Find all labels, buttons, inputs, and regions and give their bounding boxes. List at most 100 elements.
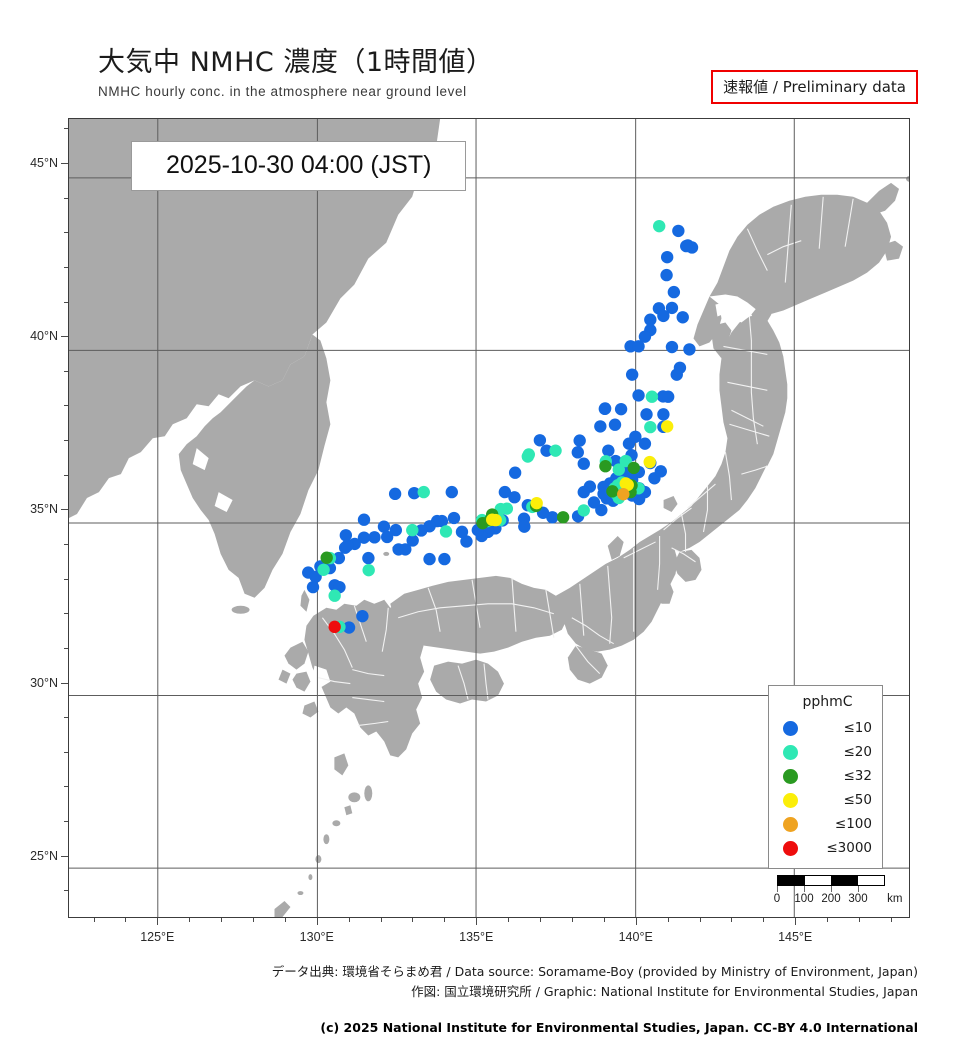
observation-point[interactable] <box>571 446 584 459</box>
observation-point[interactable] <box>508 491 521 504</box>
observation-point[interactable] <box>595 503 608 517</box>
observation-point[interactable] <box>423 552 436 566</box>
observation-point[interactable] <box>638 330 652 343</box>
legend-label: ≤20 <box>843 744 873 760</box>
observation-point[interactable] <box>577 485 590 499</box>
observation-point[interactable] <box>328 589 341 602</box>
observation-point[interactable] <box>665 301 679 315</box>
observation-point[interactable] <box>660 250 674 264</box>
observation-point[interactable] <box>672 224 685 238</box>
observation-point[interactable] <box>643 455 656 469</box>
observation-point[interactable] <box>476 517 489 530</box>
observation-point[interactable] <box>332 551 346 565</box>
observation-point[interactable] <box>377 520 391 533</box>
observation-point[interactable] <box>619 454 632 468</box>
observation-point[interactable] <box>556 511 570 524</box>
observation-point[interactable] <box>518 520 531 533</box>
observation-point[interactable] <box>399 543 412 556</box>
observation-point[interactable] <box>644 313 657 326</box>
observation-point[interactable] <box>632 340 645 353</box>
observation-point[interactable] <box>489 513 502 527</box>
observation-point[interactable] <box>549 444 562 457</box>
observation-point[interactable] <box>665 340 679 354</box>
observation-point[interactable] <box>587 496 601 509</box>
observation-point[interactable] <box>657 309 670 323</box>
observation-point[interactable] <box>612 463 625 476</box>
observation-point[interactable] <box>356 609 369 623</box>
observation-point[interactable] <box>530 496 543 510</box>
observation-point[interactable] <box>438 552 451 566</box>
observation-point[interactable] <box>362 551 375 565</box>
observation-point[interactable] <box>638 437 652 450</box>
observation-point[interactable] <box>362 563 375 577</box>
observation-point[interactable] <box>577 457 590 470</box>
observation-point[interactable] <box>533 434 547 447</box>
observation-point[interactable] <box>406 534 419 547</box>
observation-point[interactable] <box>320 551 333 564</box>
x-axis-tick <box>635 918 637 925</box>
observation-point[interactable] <box>654 465 667 478</box>
observation-point[interactable] <box>644 420 657 434</box>
observation-point[interactable] <box>406 523 419 537</box>
observation-point[interactable] <box>455 525 469 539</box>
observation-point[interactable] <box>357 531 371 544</box>
observation-point[interactable] <box>357 513 371 526</box>
observation-point[interactable] <box>380 530 394 544</box>
observation-point[interactable] <box>577 504 590 517</box>
observation-point[interactable] <box>661 390 675 403</box>
observation-point[interactable] <box>676 311 689 324</box>
observation-point[interactable] <box>602 444 615 457</box>
observation-point[interactable] <box>629 430 642 443</box>
observation-point[interactable] <box>606 485 619 498</box>
observation-point[interactable] <box>460 535 473 548</box>
observation-point[interactable] <box>445 485 458 499</box>
observation-point[interactable] <box>306 580 320 594</box>
observation-point[interactable] <box>653 219 666 233</box>
observation-point[interactable] <box>415 524 428 537</box>
observation-point[interactable] <box>608 418 622 431</box>
observation-point[interactable] <box>573 434 586 447</box>
observation-point[interactable] <box>627 461 640 475</box>
map-plot-area[interactable]: 2025-10-30 04:00 (JST) pphmC ≤10 ≤20 ≤32 ≤5… <box>68 118 910 918</box>
observation-point[interactable] <box>632 389 645 402</box>
observation-point[interactable] <box>328 620 341 634</box>
observation-point[interactable] <box>645 390 659 403</box>
observation-point[interactable] <box>417 485 430 499</box>
observation-point[interactable] <box>599 460 612 473</box>
observation-point[interactable] <box>594 420 607 433</box>
observation-point[interactable] <box>389 523 403 537</box>
observation-point[interactable] <box>508 466 522 479</box>
observation-point[interactable] <box>540 444 553 457</box>
observation-point[interactable] <box>339 529 353 542</box>
observation-point[interactable] <box>317 563 330 576</box>
observation-point[interactable] <box>439 525 453 538</box>
observation-point[interactable] <box>673 361 687 374</box>
observation-point[interactable] <box>660 268 673 282</box>
observation-point[interactable] <box>660 420 674 433</box>
observation-point[interactable] <box>521 450 534 463</box>
observation-point[interactable] <box>619 477 632 490</box>
observation-point[interactable] <box>683 343 696 356</box>
observation-point[interactable] <box>614 402 628 416</box>
observation-point[interactable] <box>667 285 681 299</box>
observation-point[interactable] <box>498 485 512 499</box>
observation-point[interactable] <box>625 368 639 381</box>
observation-point[interactable] <box>407 486 421 500</box>
observation-point[interactable] <box>388 487 402 501</box>
scale-bar-tick <box>858 886 859 892</box>
x-axis-minor-tick <box>667 918 669 922</box>
observation-point[interactable] <box>309 570 322 583</box>
observation-point[interactable] <box>640 408 653 421</box>
y-axis-minor-tick <box>64 370 68 372</box>
x-axis-label: 140°E <box>618 930 653 944</box>
observation-point[interactable] <box>447 511 461 525</box>
observation-point[interactable] <box>657 408 670 421</box>
observation-point[interactable] <box>680 239 693 253</box>
observation-point[interactable] <box>598 402 612 416</box>
observation-point[interactable] <box>617 487 630 501</box>
y-axis-label: 25°N <box>30 848 58 863</box>
observation-point[interactable] <box>342 621 356 634</box>
observation-point[interactable] <box>368 531 381 544</box>
observation-point[interactable] <box>546 511 559 524</box>
observation-point[interactable] <box>341 539 354 552</box>
